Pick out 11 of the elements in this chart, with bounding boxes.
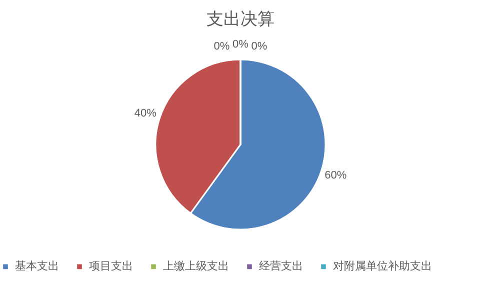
data-label: 40% [134, 108, 157, 120]
legend-label: 经营支出 [259, 260, 303, 273]
legend-label: 对附属单位补助支出 [333, 260, 432, 273]
text: 0% [214, 40, 230, 52]
text: 0% [232, 38, 248, 50]
legend-label: 基本支出 [15, 260, 59, 273]
data-label: 60% [324, 169, 347, 182]
legend-label: 项目支出 [89, 260, 133, 273]
text: 0% [251, 40, 268, 52]
chart-title: 支出决算 [206, 10, 274, 28]
legend-label: 上缴上级支出 [163, 260, 229, 273]
